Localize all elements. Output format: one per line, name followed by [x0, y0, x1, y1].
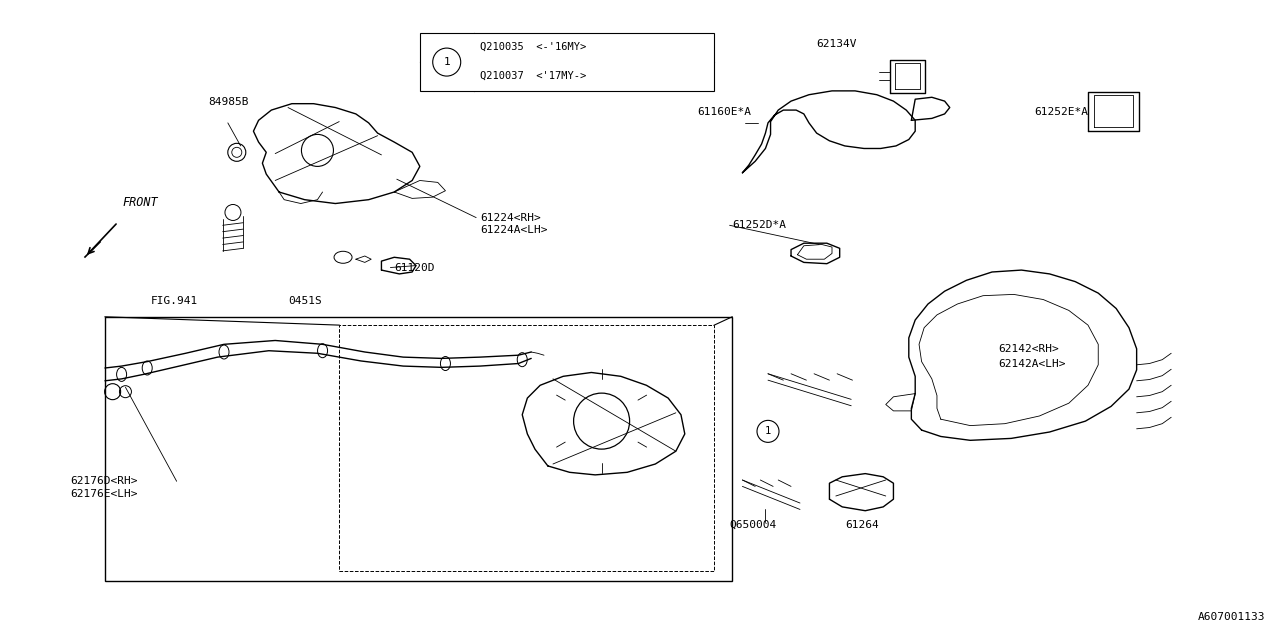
- Text: Q210037  <'17MY->: Q210037 <'17MY->: [480, 71, 586, 81]
- Ellipse shape: [219, 345, 229, 359]
- Text: 1: 1: [443, 57, 451, 67]
- Ellipse shape: [317, 344, 328, 358]
- Ellipse shape: [116, 367, 127, 381]
- Text: 61252D*A: 61252D*A: [732, 220, 786, 230]
- Text: 62176E<LH>: 62176E<LH>: [70, 489, 138, 499]
- Text: 61224A<LH>: 61224A<LH>: [480, 225, 548, 236]
- Circle shape: [433, 48, 461, 76]
- Ellipse shape: [142, 361, 152, 375]
- Text: Q650004: Q650004: [730, 520, 777, 530]
- Text: 61264: 61264: [845, 520, 878, 530]
- Text: 62134V: 62134V: [817, 38, 858, 49]
- Circle shape: [232, 147, 242, 157]
- Text: 0451S: 0451S: [288, 296, 321, 306]
- Text: FIG.941: FIG.941: [151, 296, 198, 306]
- Ellipse shape: [440, 356, 451, 371]
- Bar: [420, 33, 714, 91]
- Text: FRONT: FRONT: [122, 196, 157, 209]
- Text: Q210035  <-'16MY>: Q210035 <-'16MY>: [480, 42, 586, 52]
- Text: 62176D<RH>: 62176D<RH>: [70, 476, 138, 486]
- Circle shape: [228, 143, 246, 161]
- Circle shape: [756, 420, 780, 442]
- Text: A607001133: A607001133: [1198, 612, 1265, 622]
- Ellipse shape: [334, 252, 352, 263]
- Text: 61120D: 61120D: [394, 262, 435, 273]
- Circle shape: [225, 205, 241, 220]
- Text: 1: 1: [765, 426, 771, 436]
- Text: 61160E*A: 61160E*A: [698, 107, 751, 117]
- Text: 61252E*A: 61252E*A: [1034, 107, 1088, 117]
- Text: 62142<RH>: 62142<RH>: [998, 344, 1059, 354]
- Ellipse shape: [517, 353, 527, 367]
- Text: 84985B: 84985B: [209, 97, 250, 108]
- Text: 62142A<LH>: 62142A<LH>: [998, 358, 1066, 369]
- Bar: [105, 317, 732, 581]
- Bar: [339, 325, 714, 571]
- Text: 61224<RH>: 61224<RH>: [480, 212, 540, 223]
